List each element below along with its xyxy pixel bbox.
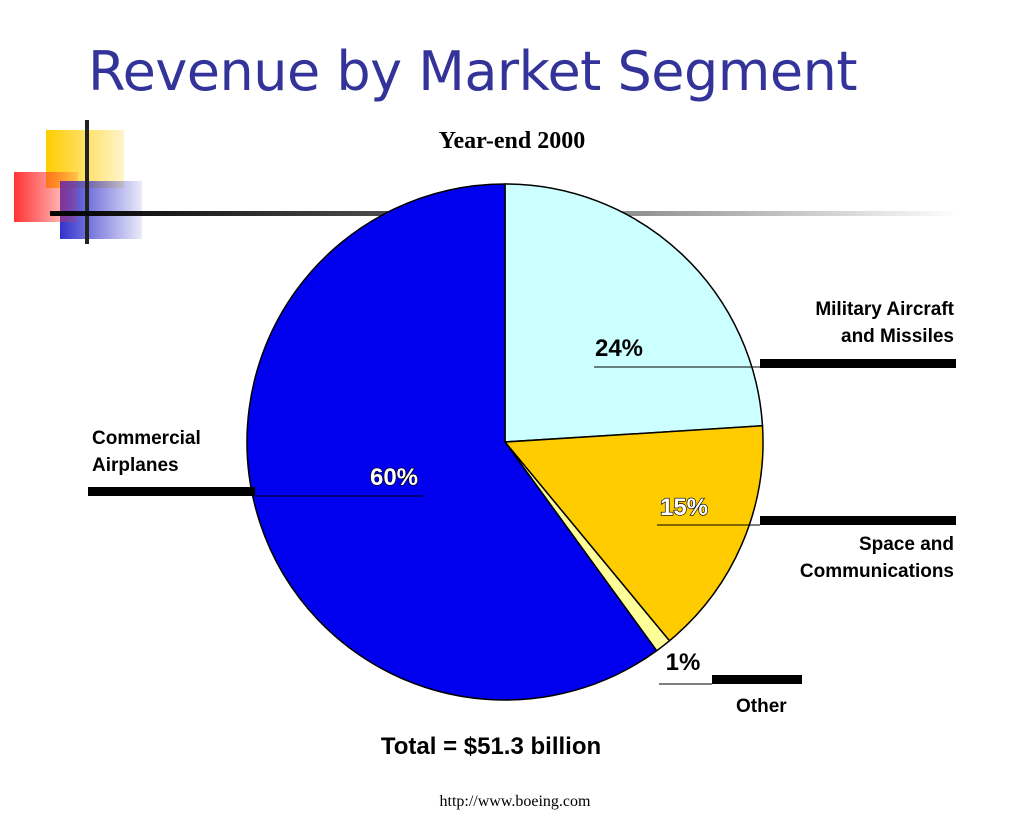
slide-title: Revenue by Market Segment — [88, 40, 858, 103]
chart-total: Total = $51.3 billion — [380, 733, 602, 760]
category-label-space: Space and Communications — [799, 534, 954, 582]
leader-lines — [88, 359, 956, 685]
pie-slice-space — [503, 425, 764, 642]
label-bar-military — [760, 359, 956, 368]
chart-subtitle: Year-end 2000 — [438, 128, 586, 154]
category-label-other: Other — [736, 696, 787, 717]
value-label-commercial: 60% — [370, 464, 418, 491]
label-bar-commercial — [88, 487, 255, 496]
value-label-other: 1% — [666, 649, 701, 676]
category-label-military: Military Aircraft and Missiles — [815, 299, 954, 347]
footer-url: http://www.boeing.com — [439, 793, 591, 810]
label-bar-space — [760, 516, 956, 525]
pie-slice-military — [504, 183, 764, 443]
deco-vertical-line — [85, 120, 89, 244]
pie-slice-commercial — [246, 183, 658, 701]
value-label-space: 15% — [660, 494, 708, 521]
category-label-commercial: Commercial Airplanes — [92, 428, 201, 476]
label-bar-other — [712, 675, 802, 684]
value-label-military: 24% — [595, 335, 643, 362]
